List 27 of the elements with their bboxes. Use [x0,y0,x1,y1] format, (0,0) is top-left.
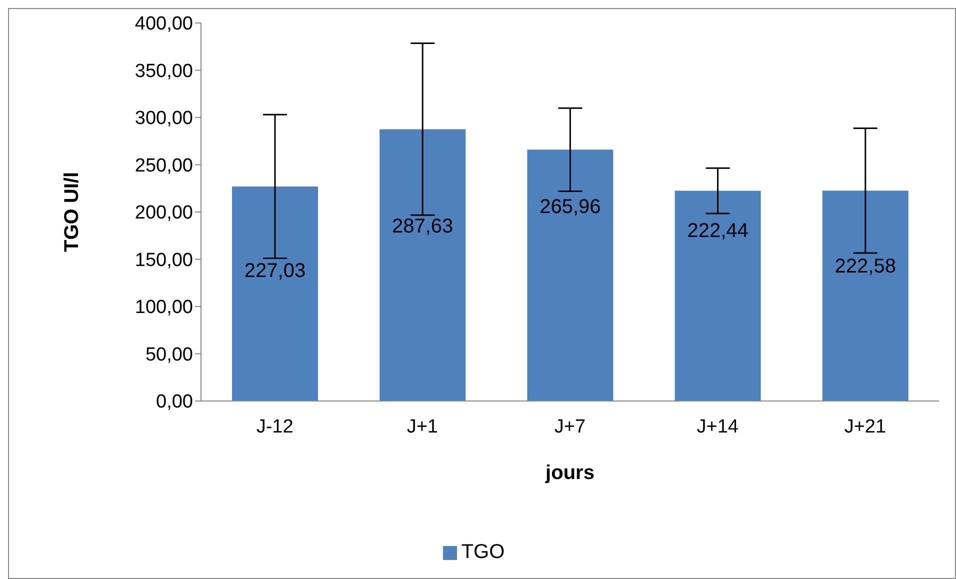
y-tick-label: 150,00 [134,250,193,271]
legend-label: TGO [461,541,505,563]
data-label: 222,44 [687,220,748,242]
y-tick-label: 350,00 [134,60,193,82]
y-axis-title: TGO UI/l [61,172,84,252]
bar [527,150,614,401]
bar [232,186,318,401]
y-tick-label: 100,00 [134,297,193,318]
y-tick-label: 50,00 [145,344,193,366]
bar [822,190,908,401]
data-label: 227,03 [244,260,306,282]
y-tick-label: 200,00 [134,202,193,224]
x-tick-label: J+1 [406,416,438,438]
x-tick-label: J-12 [256,416,294,438]
y-tick-label: 300,00 [134,108,193,130]
x-tick-label: J+7 [554,416,586,438]
y-tick-label: 400,00 [134,14,193,35]
x-tick-label: J+14 [696,416,739,438]
data-label: 222,58 [834,256,896,278]
x-tick-label: J+21 [844,416,886,438]
y-tick-label: 250,00 [134,155,193,176]
bar [674,190,761,401]
bar [380,129,466,401]
y-tick-label: 0,00 [156,392,193,413]
x-axis-title: jours [544,462,594,484]
data-label: 287,63 [392,215,454,238]
data-label: 265,96 [540,196,601,218]
